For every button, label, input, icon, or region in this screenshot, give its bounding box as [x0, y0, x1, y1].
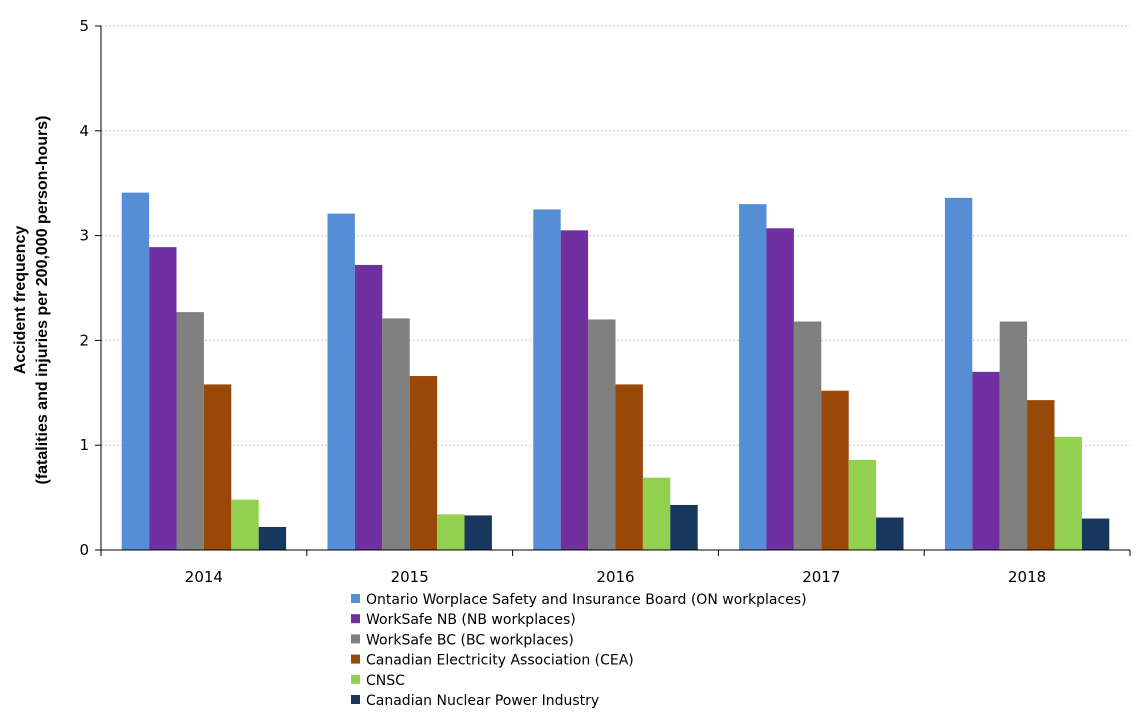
y-tick-label: 1 [79, 436, 89, 454]
x-category-label: 2016 [596, 568, 634, 586]
bar [876, 517, 904, 550]
bar [560, 230, 589, 551]
bar [437, 514, 465, 550]
y-tick-label: 0 [79, 541, 89, 559]
bar [354, 264, 383, 550]
bar [615, 384, 643, 550]
y-tick-label: 2 [79, 331, 89, 349]
bar [972, 371, 1000, 550]
bar [231, 499, 259, 550]
legend-label: Ontario Worplace Safety and Insurance Bo… [366, 592, 807, 608]
legend: Ontario Worplace Safety and Insurance Bo… [351, 592, 807, 709]
legend-label: CNSC [366, 673, 405, 689]
axes [95, 25, 1131, 556]
legend-swatch [351, 614, 360, 624]
bar [121, 192, 150, 550]
y-tick-label: 4 [79, 122, 89, 140]
bar [1054, 436, 1082, 550]
legend-label: Canadian Nuclear Power Industry [366, 693, 599, 709]
bar [203, 384, 232, 550]
bar [766, 228, 794, 550]
legend-label: WorkSafe NB (NB workplaces) [366, 612, 576, 628]
bar [409, 376, 438, 550]
y-tick-label: 5 [79, 17, 89, 35]
bar [382, 318, 410, 550]
legend-label: Canadian Electricity Association (CEA) [366, 653, 634, 669]
bar [464, 515, 492, 550]
legend-swatch [351, 594, 360, 603]
x-category-labels: 2014 2015 2016 2017 2018 [185, 568, 1046, 586]
bar [176, 312, 204, 550]
bar [1027, 400, 1055, 550]
bar [327, 213, 355, 551]
x-category-label: 2017 [802, 568, 840, 586]
legend-swatch [351, 674, 360, 684]
bar [533, 209, 561, 550]
bars [121, 192, 1110, 551]
bar [642, 477, 671, 550]
x-category-label: 2015 [391, 568, 429, 586]
y-axis-title-line-1: Accident frequency [12, 226, 29, 375]
bar [149, 247, 177, 551]
x-category-label: 2014 [185, 568, 223, 586]
y-axis-title: Accident frequency (fatalities and injur… [12, 116, 51, 485]
x-category-label: 2018 [1008, 568, 1046, 586]
bar [944, 197, 973, 550]
bar [999, 321, 1028, 550]
y-tick-label: 3 [79, 227, 89, 245]
bar [848, 459, 877, 550]
bar [821, 390, 849, 550]
bar [588, 319, 616, 550]
legend-swatch [351, 634, 360, 644]
legend-label: WorkSafe BC (BC workplaces) [366, 632, 574, 648]
legend-swatch [351, 654, 360, 664]
bar [1081, 518, 1110, 550]
legend-swatch [351, 695, 360, 704]
y-axis-title-line-2: (fatalities and injuries per 200,000 per… [34, 116, 51, 485]
y-tick-labels: 0 1 2 3 4 5 [79, 17, 89, 559]
bar [739, 204, 767, 550]
bar [670, 504, 698, 550]
bar [258, 526, 287, 550]
bar [793, 321, 822, 550]
